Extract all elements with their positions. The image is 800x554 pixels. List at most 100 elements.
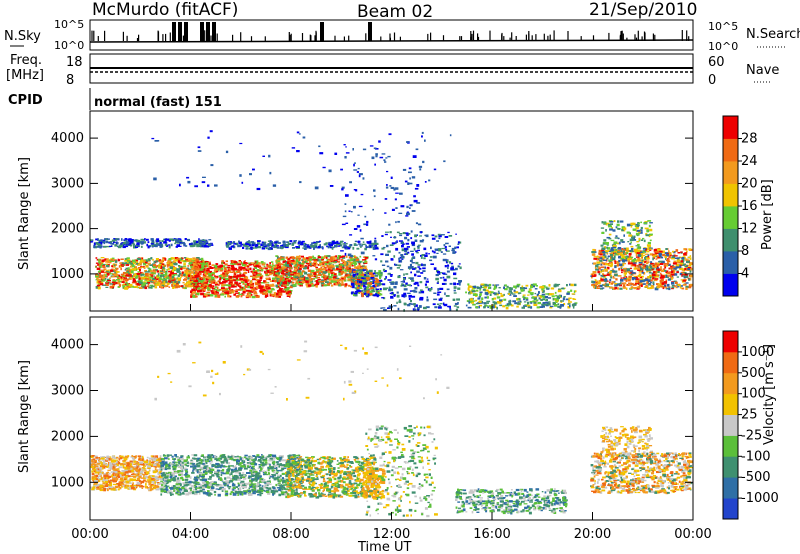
power-echo bbox=[667, 271, 671, 274]
power-echo bbox=[134, 259, 139, 262]
power-echo bbox=[141, 283, 145, 287]
power-echo bbox=[159, 271, 163, 274]
power-echo bbox=[95, 238, 98, 241]
power-echo bbox=[246, 282, 250, 286]
power-echo bbox=[681, 261, 684, 264]
power-echo bbox=[683, 276, 686, 279]
power-echo bbox=[328, 273, 331, 276]
power-echo bbox=[442, 258, 447, 262]
power-echo bbox=[639, 265, 642, 267]
power-echo bbox=[536, 293, 539, 297]
power-echo bbox=[136, 242, 140, 246]
power-echo bbox=[361, 269, 364, 272]
power-echo bbox=[361, 289, 364, 293]
power-echo bbox=[662, 268, 666, 271]
power-echo bbox=[471, 289, 476, 291]
power-echo bbox=[313, 272, 317, 275]
power-echo bbox=[175, 238, 178, 241]
nsky-burst bbox=[212, 22, 216, 41]
power-echo bbox=[190, 295, 193, 298]
power-echo bbox=[550, 287, 555, 290]
power-echo bbox=[351, 281, 355, 284]
power-echo bbox=[615, 278, 618, 281]
power-echo bbox=[238, 266, 243, 269]
power-echo bbox=[229, 288, 231, 291]
power-echo bbox=[117, 286, 121, 288]
power-echo bbox=[651, 287, 655, 289]
power-echo bbox=[398, 299, 401, 302]
power-echo bbox=[140, 265, 142, 269]
power-echo bbox=[600, 277, 602, 279]
power-echo bbox=[140, 278, 145, 280]
power-echo bbox=[287, 290, 292, 293]
power-echo bbox=[431, 234, 435, 237]
power-echo bbox=[145, 261, 148, 264]
power-echo bbox=[306, 245, 310, 248]
power-echo bbox=[239, 272, 242, 276]
power-echo bbox=[221, 288, 225, 291]
power-echo bbox=[127, 244, 131, 246]
power-echo bbox=[253, 265, 257, 268]
power-echo bbox=[457, 287, 461, 290]
power-echo bbox=[333, 241, 337, 245]
power-echo bbox=[265, 284, 269, 287]
power-echo bbox=[419, 298, 424, 301]
power-echo bbox=[623, 270, 626, 273]
power-echo bbox=[243, 261, 246, 264]
power-echo bbox=[380, 260, 383, 263]
power-echo bbox=[679, 267, 683, 270]
power-echo bbox=[428, 253, 430, 255]
power-echo bbox=[599, 287, 604, 290]
power-echo bbox=[261, 292, 266, 295]
power-echo bbox=[506, 285, 509, 288]
power-echo bbox=[289, 269, 292, 273]
power-echo bbox=[517, 292, 522, 294]
power-echo bbox=[136, 262, 139, 265]
power-echo bbox=[141, 266, 143, 268]
power-echo bbox=[291, 243, 294, 246]
power-echo bbox=[594, 282, 598, 285]
power-echo bbox=[410, 266, 414, 269]
power-echo bbox=[392, 294, 396, 296]
power-echo bbox=[671, 273, 675, 276]
power-echo bbox=[640, 270, 643, 273]
power-echo bbox=[215, 276, 218, 279]
power-echo bbox=[655, 258, 658, 260]
power-echo bbox=[251, 244, 255, 247]
power-echo bbox=[155, 239, 157, 242]
power-echo bbox=[365, 272, 370, 275]
power-echo bbox=[180, 274, 184, 276]
power-echo bbox=[105, 274, 107, 277]
power-echo bbox=[627, 279, 631, 282]
power-echo bbox=[371, 290, 375, 293]
power-echo bbox=[502, 305, 505, 308]
power-echo bbox=[335, 282, 338, 284]
power-echo bbox=[485, 289, 489, 292]
power-echo bbox=[164, 258, 167, 261]
power-echo bbox=[149, 278, 152, 281]
power-echo bbox=[603, 259, 607, 261]
power-echo bbox=[417, 246, 420, 249]
power-echo bbox=[197, 258, 200, 260]
power-echo bbox=[686, 265, 688, 267]
power-echo bbox=[315, 284, 318, 288]
power-echo bbox=[421, 254, 425, 257]
power-echo bbox=[508, 300, 512, 303]
power-echo bbox=[596, 265, 599, 268]
power-echo bbox=[124, 287, 128, 290]
power-echo bbox=[110, 242, 113, 245]
power-echo bbox=[362, 241, 365, 243]
power-echo bbox=[356, 244, 358, 246]
power-echo bbox=[687, 268, 691, 271]
power-echo bbox=[374, 240, 377, 243]
power-echo bbox=[222, 265, 226, 268]
power-echo bbox=[285, 266, 289, 269]
power-echo bbox=[306, 267, 310, 270]
power-echo bbox=[375, 294, 379, 297]
power-echo bbox=[232, 283, 236, 286]
power-echo bbox=[519, 300, 522, 303]
power-echo bbox=[196, 265, 199, 268]
power-echo bbox=[310, 282, 312, 284]
power-echo bbox=[530, 306, 533, 309]
power-echo bbox=[481, 297, 484, 301]
